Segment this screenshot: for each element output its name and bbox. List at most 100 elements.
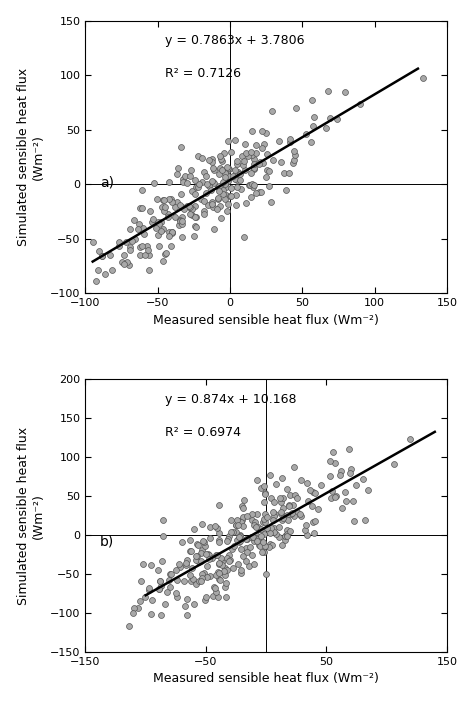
Text: R² = 0.7126: R² = 0.7126 xyxy=(165,67,241,80)
Point xyxy=(201,541,209,552)
Point xyxy=(225,550,232,561)
Point xyxy=(256,540,264,551)
Point xyxy=(222,189,229,200)
Point xyxy=(214,567,222,578)
Point xyxy=(230,541,237,552)
Point xyxy=(277,496,285,508)
Point xyxy=(254,535,261,546)
Point xyxy=(215,185,222,197)
Point xyxy=(135,602,142,614)
Point xyxy=(155,583,163,594)
Point xyxy=(237,536,244,547)
Point xyxy=(139,222,147,233)
Point xyxy=(177,199,184,211)
Point xyxy=(202,549,210,560)
Point xyxy=(359,473,366,484)
Point xyxy=(92,275,100,286)
Point xyxy=(250,181,257,192)
Point xyxy=(218,156,226,167)
Point xyxy=(286,137,293,148)
Point xyxy=(268,105,276,117)
Point xyxy=(187,204,195,215)
Point xyxy=(164,208,172,220)
Point xyxy=(310,527,318,538)
Point xyxy=(138,185,146,196)
Point xyxy=(171,201,179,213)
Point xyxy=(341,86,349,98)
Point xyxy=(310,111,318,122)
Point xyxy=(207,570,214,581)
Point xyxy=(188,204,195,215)
Point xyxy=(240,495,248,506)
Point xyxy=(265,180,273,192)
Point xyxy=(240,520,247,531)
Point xyxy=(157,576,164,587)
Point xyxy=(182,557,190,568)
Point xyxy=(275,531,283,543)
Point xyxy=(178,218,186,230)
Point xyxy=(390,458,397,470)
Point xyxy=(215,499,222,510)
Point xyxy=(233,534,241,545)
Y-axis label: Simulated sensible heat flux
(Wm⁻²): Simulated sensible heat flux (Wm⁻²) xyxy=(17,68,45,246)
Point xyxy=(269,506,276,517)
Point xyxy=(165,230,173,241)
Point xyxy=(211,583,219,594)
Point xyxy=(262,569,270,580)
Point xyxy=(186,201,194,213)
Point xyxy=(283,510,291,521)
Point xyxy=(181,170,189,181)
Point xyxy=(243,197,250,208)
Point xyxy=(224,161,231,173)
Point xyxy=(286,501,293,512)
Point xyxy=(189,574,197,585)
Point xyxy=(231,173,239,185)
Point xyxy=(148,594,156,605)
Point xyxy=(221,562,229,574)
Point xyxy=(233,199,240,211)
Point xyxy=(239,159,247,170)
Point xyxy=(272,529,280,540)
Point xyxy=(173,168,181,179)
Point xyxy=(208,199,216,210)
Point xyxy=(89,236,97,247)
Point xyxy=(279,512,287,523)
Point xyxy=(149,213,157,225)
Point xyxy=(361,515,368,526)
Point xyxy=(268,197,275,208)
Point xyxy=(258,143,266,154)
Point xyxy=(191,220,199,232)
Point xyxy=(294,506,301,517)
Point xyxy=(228,146,235,157)
Point xyxy=(213,204,221,215)
Point xyxy=(194,181,202,192)
Point xyxy=(198,152,206,164)
Point xyxy=(155,218,163,230)
Point xyxy=(263,164,271,176)
Point xyxy=(277,157,285,168)
Point xyxy=(280,167,288,178)
Point xyxy=(327,493,335,504)
Point xyxy=(209,591,216,602)
Point xyxy=(269,154,276,166)
Point xyxy=(261,487,269,498)
Point xyxy=(291,510,298,522)
Point xyxy=(176,562,184,573)
Point xyxy=(281,534,289,545)
Point xyxy=(120,249,128,260)
Point xyxy=(154,216,162,227)
Point xyxy=(218,154,225,165)
Text: y = 0.874x + 10.168: y = 0.874x + 10.168 xyxy=(165,393,296,406)
Point xyxy=(284,514,292,525)
Point xyxy=(215,573,223,584)
Point xyxy=(337,465,345,477)
Point xyxy=(159,514,167,525)
Point xyxy=(148,217,156,228)
Point xyxy=(228,544,236,555)
Point xyxy=(292,489,299,501)
X-axis label: Measured sensible heat flux (Wm⁻²): Measured sensible heat flux (Wm⁻²) xyxy=(153,314,379,326)
Point xyxy=(199,536,207,547)
Point xyxy=(252,187,259,199)
Point xyxy=(241,138,248,150)
Point xyxy=(194,150,201,161)
